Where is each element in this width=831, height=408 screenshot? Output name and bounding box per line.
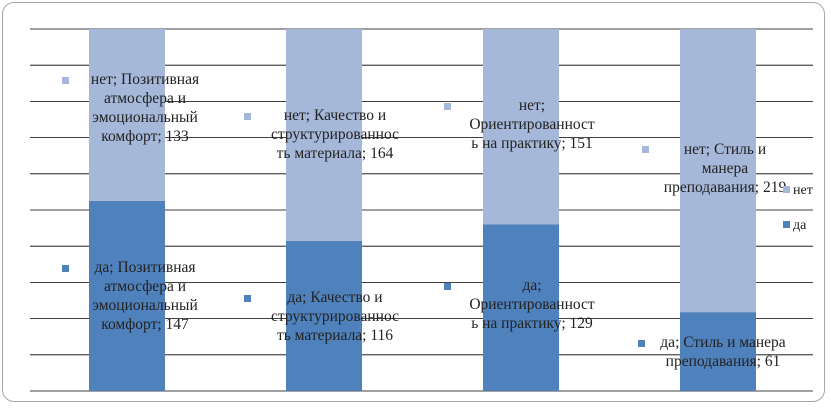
data-label: ь на практику; 129 [471, 315, 593, 332]
legend-label: нет [793, 183, 813, 198]
data-label-marker [444, 103, 451, 110]
data-label: эмоциональный [92, 109, 198, 126]
data-label: Ориентированност [469, 116, 595, 133]
data-label: комфорт; 147 [101, 316, 189, 333]
data-label: да; Стиль и манера [660, 334, 786, 351]
data-label-marker [244, 113, 251, 120]
bar-нет-3 [483, 29, 559, 225]
data-label: ть материала; 116 [277, 327, 393, 344]
data-label: Ориентированност [469, 296, 595, 313]
data-label: нет; Позитивная [91, 71, 199, 88]
data-label: структурированнос [271, 126, 399, 143]
data-label: манера [702, 160, 749, 177]
data-labels: да; Позитивная атмосфера и эмоциональный ко… [62, 71, 786, 370]
data-label-marker [244, 295, 251, 302]
data-label: атмосфера и [104, 278, 186, 295]
data-label-marker [444, 283, 451, 290]
data-label: преподавания; 61 [666, 353, 781, 370]
bar-да-4 [680, 312, 756, 391]
data-label: ть материала; 164 [277, 145, 394, 162]
data-label: структурированнос [271, 308, 399, 325]
data-label-marker [642, 146, 649, 153]
data-label: атмосфера и [104, 90, 186, 107]
bar-да-2 [286, 241, 362, 391]
data-label: эмоциональный [92, 297, 198, 314]
data-label: преподавания; 219 [664, 179, 787, 196]
data-label-marker [638, 340, 645, 347]
data-label: комфорт; 133 [101, 128, 189, 145]
legend-label: да [793, 218, 807, 233]
bar-да-3 [483, 224, 559, 391]
legend: нет да [783, 183, 813, 233]
legend-swatch-да [783, 221, 790, 228]
data-label: ь на практику; 151 [471, 135, 593, 152]
data-label: нет; [519, 97, 545, 114]
data-label: да; Позитивная [95, 259, 196, 276]
data-label-marker [62, 77, 69, 84]
bar-да-1 [89, 200, 165, 391]
data-label: да; [522, 277, 541, 294]
data-label: нет; Стиль и [684, 141, 766, 158]
legend-swatch-нет [783, 186, 790, 193]
bar-нет-2 [286, 29, 362, 242]
bar-нет-1 [89, 29, 165, 201]
bar-нет-4 [680, 29, 756, 313]
data-label: нет; Качество и [284, 107, 386, 124]
bars [89, 29, 756, 391]
data-label: да; Качество и [287, 289, 382, 306]
data-label-marker [62, 265, 69, 272]
